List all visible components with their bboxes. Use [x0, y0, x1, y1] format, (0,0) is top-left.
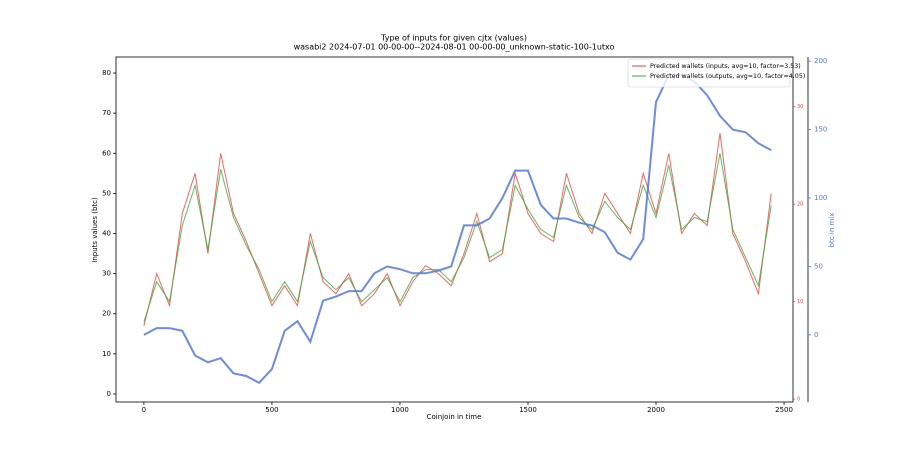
x-tick-label: 0: [142, 406, 146, 414]
y3-tick-label: 10: [797, 299, 803, 305]
legend-label: Predicted wallets (inputs, avg=10, facto…: [650, 63, 801, 70]
x-tick-label: 1500: [519, 406, 537, 414]
y3-tick-label: 20: [797, 202, 803, 208]
y-tick-label: 30: [102, 270, 111, 278]
y-tick-label: 80: [102, 69, 111, 77]
series-line: [143, 73, 772, 385]
y2-axis-label: btc in mix: [828, 213, 836, 248]
y-tick-label: 40: [102, 230, 111, 238]
legend-label: Predicted wallets (outputs, avg=10, fact…: [650, 73, 805, 80]
x-tick-label: 500: [265, 406, 278, 414]
y-tick-label: 60: [102, 149, 111, 157]
series-line: [143, 133, 772, 326]
series-line: [143, 153, 772, 322]
x-tick-label: 2500: [775, 406, 793, 414]
plot-frame: [115, 56, 794, 403]
y-tick-label: 50: [102, 189, 111, 197]
y-tick-label: 20: [102, 310, 111, 318]
y2-tick-label: 150: [814, 126, 827, 134]
x-axis-label: Coinjoin in time: [427, 413, 482, 421]
y-tick-label: 0: [107, 390, 111, 398]
y3-tick-label: 30: [797, 104, 803, 110]
y2-tick-label: 100: [814, 194, 827, 202]
y2-tick-label: 50: [814, 262, 823, 270]
y-tick-label: 70: [102, 109, 111, 117]
x-tick-label: 2000: [647, 406, 665, 414]
y-tick-label: 10: [102, 350, 111, 358]
chart-subtitle: wasabi2 2024-07-01 00-00-00--2024-08-01 …: [294, 43, 615, 52]
y2-tick-label: 0: [814, 331, 818, 339]
y-axis-label: Inputs values (btc): [91, 197, 99, 263]
x-tick-label: 1000: [391, 406, 409, 414]
legend-box: [627, 58, 791, 88]
chart-title: Type of inputs for given cjtx (values): [380, 34, 527, 43]
y3-tick-label: 0: [797, 397, 800, 403]
y2-tick-label: 200: [814, 57, 827, 65]
